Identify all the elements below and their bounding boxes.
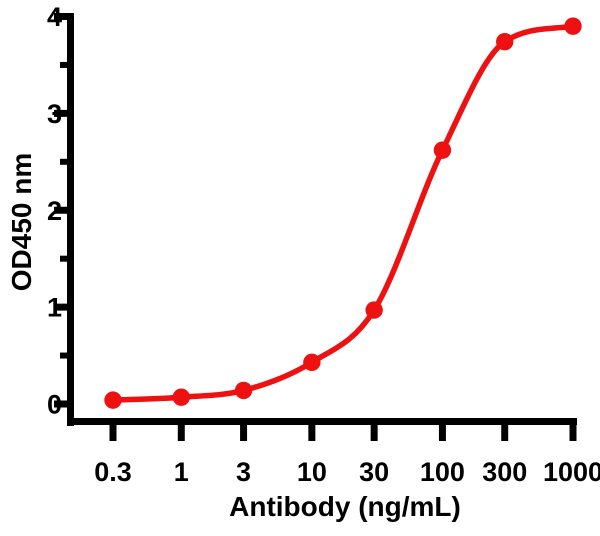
data-point-marker <box>234 381 253 400</box>
series-layer <box>104 17 582 409</box>
x-tick-label: 100 <box>420 457 465 487</box>
y-tick-label: 0 <box>47 390 62 420</box>
x-axis-line <box>67 418 577 425</box>
data-point-marker <box>564 17 582 35</box>
y-major-tick <box>54 109 74 117</box>
x-major-tick <box>501 418 509 441</box>
y-major-tick <box>54 206 74 214</box>
x-tick-label: 10 <box>297 457 327 487</box>
x-tick-label: 1 <box>174 457 189 487</box>
y-minor-tick <box>60 158 74 165</box>
x-major-tick <box>308 418 316 441</box>
x-major-tick <box>370 418 378 441</box>
x-major-tick <box>438 418 446 441</box>
y-minor-tick <box>60 352 74 359</box>
data-point-marker <box>303 353 321 372</box>
y-tick-label: 3 <box>47 99 62 129</box>
x-major-tick <box>240 418 248 441</box>
y-major-tick <box>54 303 74 311</box>
x-major-tick <box>109 418 117 441</box>
data-point-marker <box>172 388 190 406</box>
y-tick-label: 2 <box>47 196 62 226</box>
x-tick-label: 1000 <box>543 457 600 487</box>
fit-curve <box>110 23 576 403</box>
y-major-tick <box>54 400 74 408</box>
axes-layer: 0 1 2 3 4 0.3 1 3 10 30 100 300 1000 <box>47 2 600 487</box>
data-point-marker <box>104 391 122 409</box>
x-tick-label: 3 <box>236 457 251 487</box>
x-major-tick <box>177 418 185 441</box>
x-tick-label: 30 <box>359 457 389 487</box>
x-tick-label: 300 <box>482 457 527 487</box>
y-tick-label: 4 <box>47 2 62 32</box>
y-axis-title: OD450 nm <box>6 153 37 292</box>
data-point-marker <box>433 141 452 159</box>
data-point-marker <box>496 32 514 51</box>
x-tick-label: 0.3 <box>94 457 132 487</box>
x-major-tick <box>569 418 577 441</box>
x-axis-title: Antibody (ng/mL) <box>229 491 461 522</box>
y-axis-line <box>67 13 74 426</box>
y-major-tick <box>54 13 74 20</box>
y-minor-tick <box>60 61 74 68</box>
data-point-marker <box>365 301 383 319</box>
y-tick-label: 1 <box>47 293 62 323</box>
y-minor-tick <box>60 255 74 262</box>
